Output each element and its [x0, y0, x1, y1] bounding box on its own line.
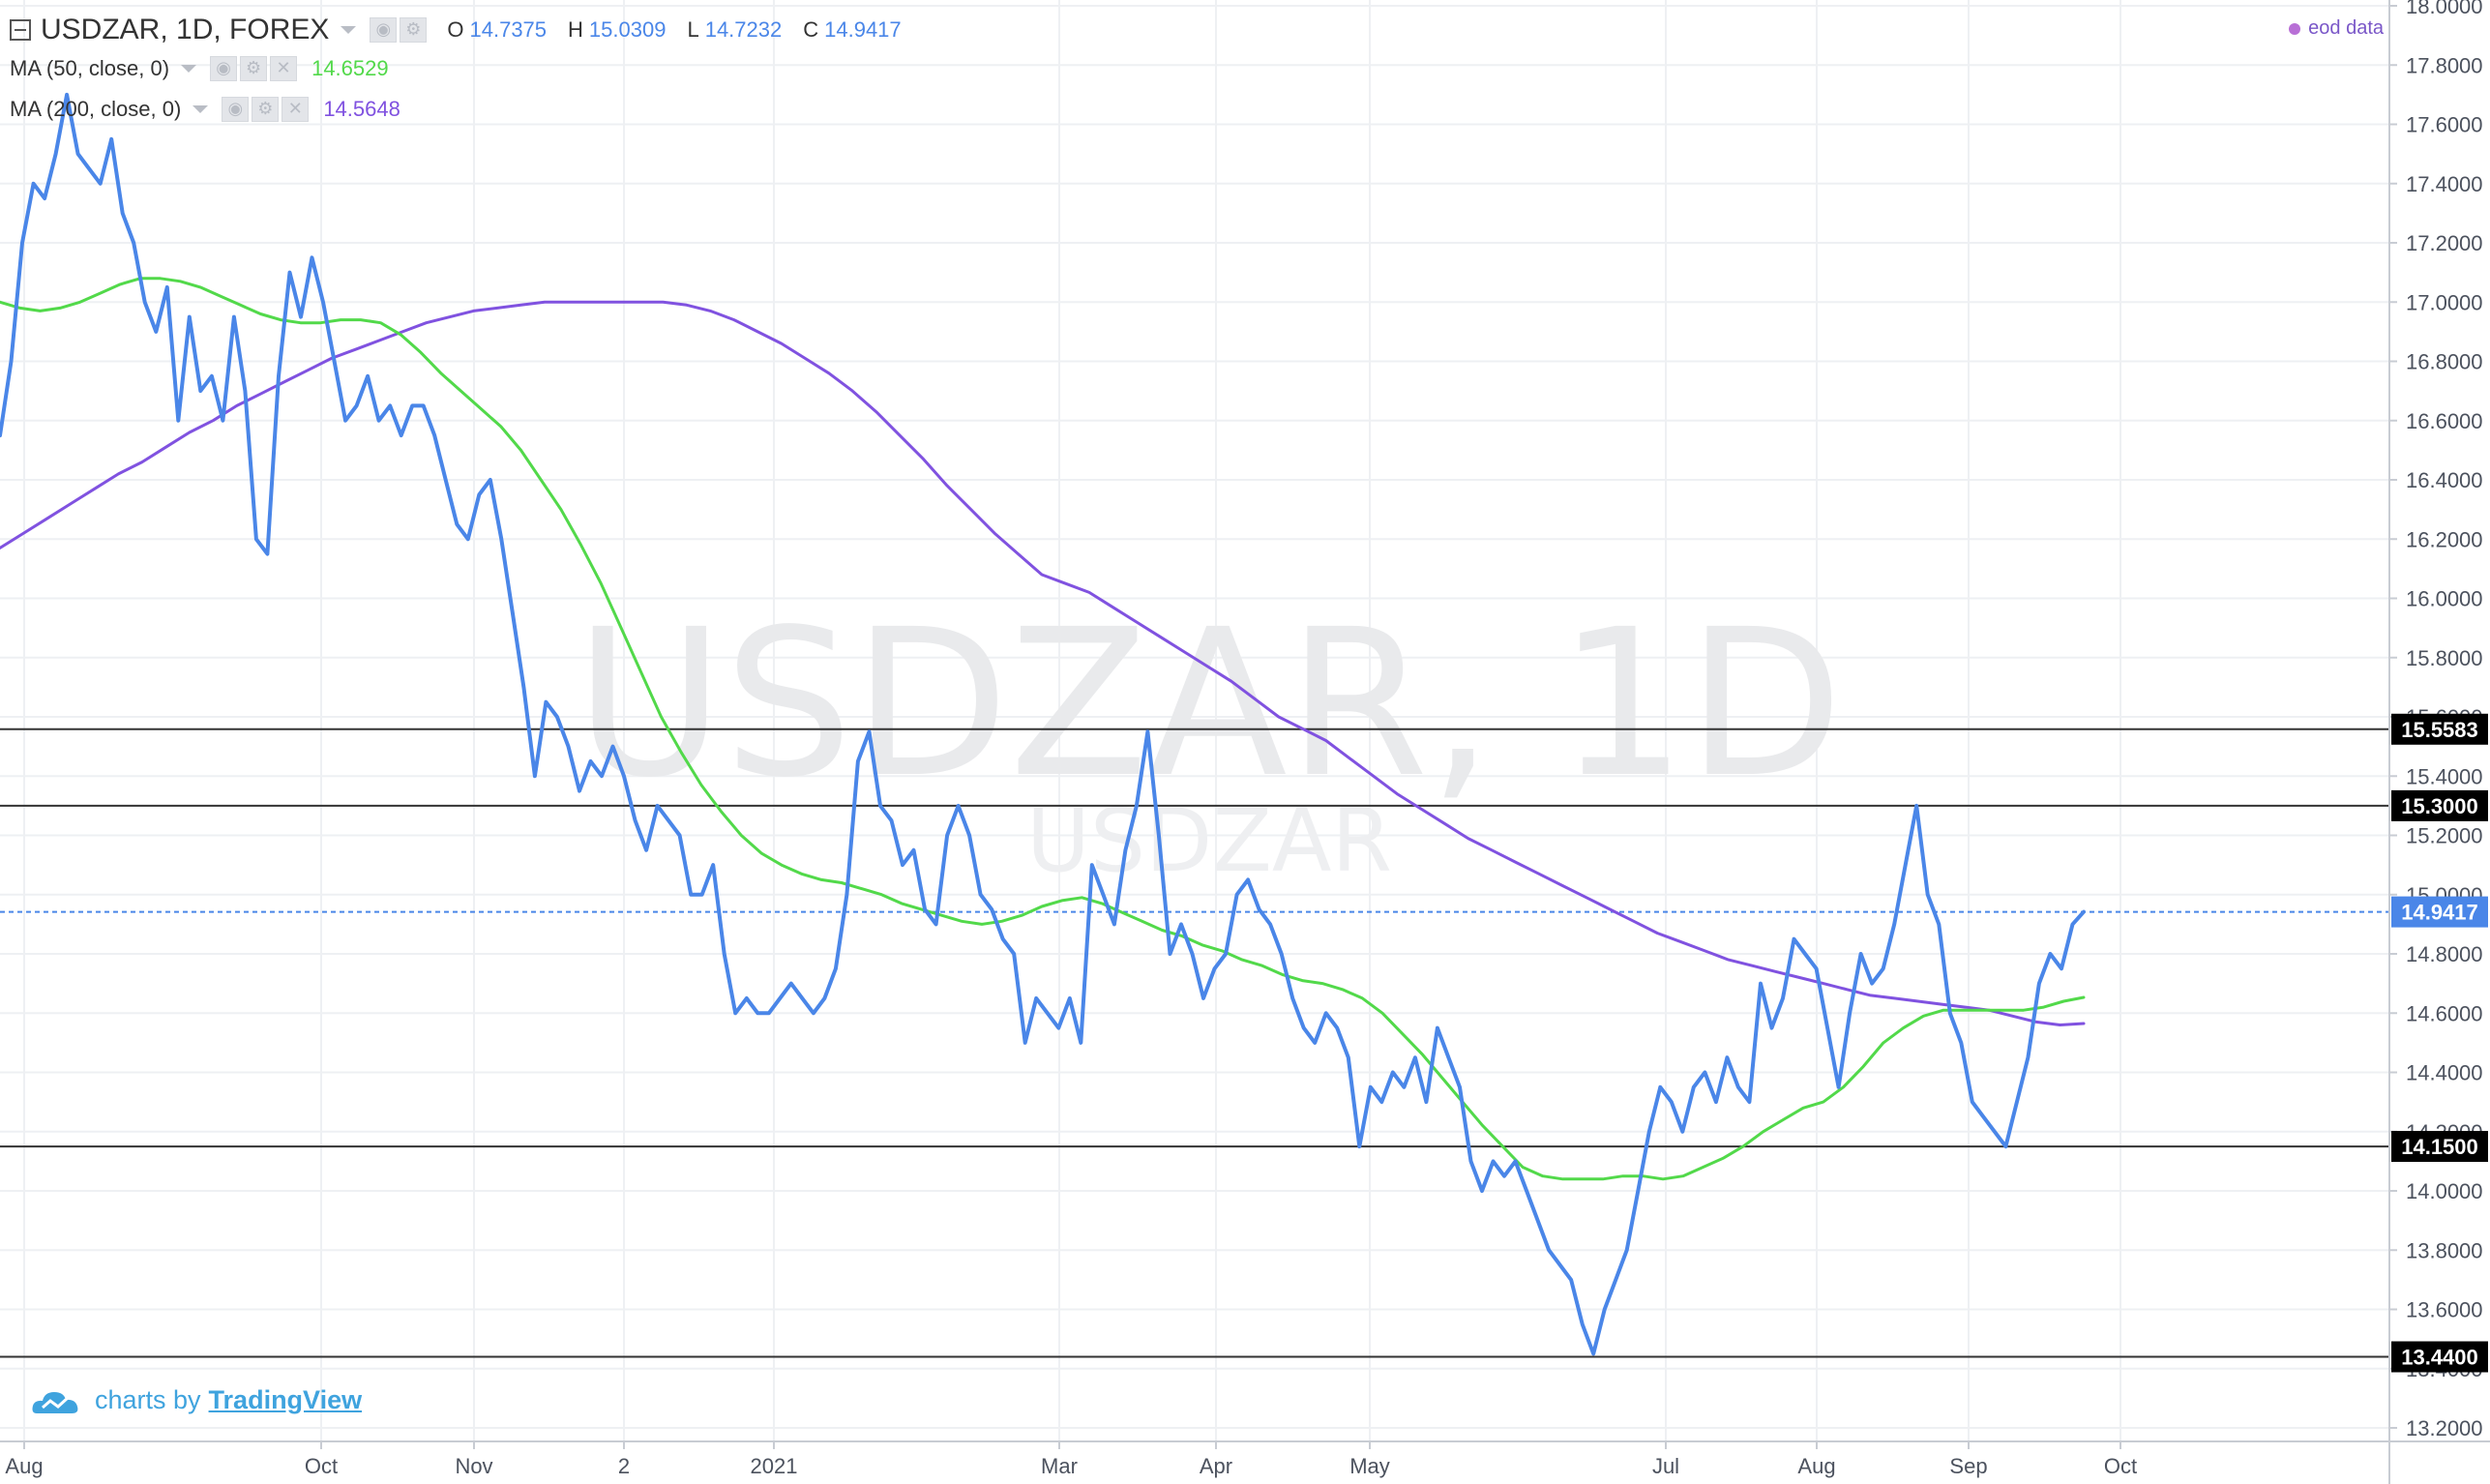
watermark-symbol: USDZAR, 1D	[576, 585, 1844, 822]
y-tick-label: 15.4000	[2406, 764, 2483, 788]
y-tick-label: 13.8000	[2406, 1238, 2483, 1262]
ma200-line[interactable]	[0, 300, 2086, 1026]
chevron-down-icon[interactable]	[193, 105, 209, 113]
ohlc-close-label: C	[803, 17, 819, 42]
y-tick-label: 17.8000	[2406, 53, 2483, 77]
y-tick-label: 14.6000	[2406, 1001, 2483, 1025]
level-price-badge: 14.1500	[2401, 1135, 2478, 1159]
y-tick-label: 15.8000	[2406, 646, 2483, 670]
current-price-badge-bg	[2391, 896, 2488, 928]
chevron-down-icon[interactable]	[181, 65, 197, 73]
level-price-badge-bg	[2391, 1131, 2488, 1163]
y-tick-label: 16.6000	[2406, 409, 2483, 433]
legend-ma50-row: MA (50, close, 0) ◉ ⚙ ✕ 14.6529	[10, 56, 389, 81]
eye-icon[interactable]: ◉	[210, 56, 238, 81]
ohlc-open-value: 14.7375	[469, 17, 548, 42]
ohlc-low-label: L	[687, 17, 699, 42]
ohlc-high-label: H	[568, 17, 583, 42]
y-tick-label: 16.0000	[2406, 587, 2483, 611]
gear-icon[interactable]: ⚙	[240, 56, 268, 81]
x-tick-label: Aug	[1797, 1454, 1835, 1478]
ohlc-open-label: O	[447, 17, 464, 42]
y-tick-label: 18.0000	[2406, 0, 2483, 18]
level-price-badge: 15.5583	[2401, 718, 2478, 742]
x-tick-label: Nov	[455, 1454, 492, 1478]
x-tick-label: 2	[618, 1454, 630, 1478]
y-tick-label: 14.0000	[2406, 1179, 2483, 1203]
x-tick-label: 2021	[751, 1454, 798, 1478]
current-price-badge: 14.9417	[2401, 901, 2478, 925]
x-tick-label: Sep	[1949, 1454, 1987, 1478]
y-tick-label: 16.8000	[2406, 350, 2483, 374]
branding[interactable]: charts by TradingView	[31, 1385, 362, 1415]
watermark-subtitle: USDZAR	[1026, 790, 1392, 892]
close-icon[interactable]: ✕	[282, 97, 310, 122]
ohlc-close-value: 14.9417	[824, 17, 902, 42]
level-price-badge-bg	[2391, 789, 2488, 821]
y-tick-label: 14.8000	[2406, 942, 2483, 966]
ma50-name[interactable]: MA (50, close, 0)	[10, 56, 170, 80]
gear-icon[interactable]: ⚙	[400, 17, 428, 43]
y-tick-label: 15.2000	[2406, 824, 2483, 848]
x-tick-label: May	[1349, 1454, 1390, 1478]
data-source-label: eod data	[2289, 17, 2384, 40]
ma50-value: 14.6529	[311, 56, 389, 80]
data-source-text: eod data	[2308, 17, 2384, 39]
ma50-line[interactable]	[0, 277, 2086, 1181]
branding-prefix: charts by	[95, 1385, 201, 1414]
level-price-badge-bg	[2391, 713, 2488, 745]
y-tick-label: 14.4000	[2406, 1061, 2483, 1085]
eye-icon[interactable]: ◉	[222, 97, 250, 122]
y-tick-label: 13.6000	[2406, 1298, 2483, 1322]
legend-ma200-row: MA (200, close, 0) ◉ ⚙ ✕ 14.5648	[10, 97, 400, 122]
y-tick-label: 16.4000	[2406, 468, 2483, 492]
gear-icon[interactable]: ⚙	[252, 97, 280, 122]
chevron-down-icon[interactable]	[341, 26, 357, 34]
level-price-badge-bg	[2391, 1341, 2488, 1373]
x-tick-label: Jul	[1652, 1454, 1679, 1478]
price-line[interactable]	[0, 92, 2086, 1356]
y-tick-label: 17.2000	[2406, 231, 2483, 255]
symbol-title[interactable]: USDZAR, 1D, FOREX	[41, 14, 330, 45]
y-tick-label: 16.2000	[2406, 527, 2483, 551]
ohlc-high-value: 15.0309	[588, 17, 667, 42]
x-tick-label: Mar	[1041, 1454, 1078, 1478]
status-dot-icon	[2289, 22, 2301, 35]
y-tick-label: 17.0000	[2406, 290, 2483, 314]
ma200-value: 14.5648	[323, 97, 400, 121]
x-tick-label: Aug	[5, 1454, 43, 1478]
collapse-icon[interactable]	[10, 19, 31, 41]
tradingview-cloud-icon	[32, 1391, 78, 1413]
ma200-name[interactable]: MA (200, close, 0)	[10, 97, 182, 121]
x-tick-label: Apr	[1200, 1454, 1232, 1478]
eye-icon[interactable]: ◉	[370, 17, 398, 43]
level-price-badge: 15.3000	[2401, 794, 2478, 818]
x-tick-label: Oct	[2104, 1454, 2137, 1478]
ohlc-low-value: 14.7232	[704, 17, 783, 42]
y-tick-label: 17.6000	[2406, 113, 2483, 137]
y-tick-label: 13.2000	[2406, 1416, 2483, 1440]
close-icon[interactable]: ✕	[270, 56, 298, 81]
tradingview-link[interactable]: TradingView	[208, 1385, 363, 1414]
x-tick-label: Oct	[305, 1454, 338, 1478]
level-price-badge: 13.4400	[2401, 1346, 2478, 1370]
y-tick-label: 17.4000	[2406, 172, 2483, 196]
legend-main-row: USDZAR, 1D, FOREX ◉ ⚙ O 14.7375 H 15.030…	[10, 14, 902, 46]
